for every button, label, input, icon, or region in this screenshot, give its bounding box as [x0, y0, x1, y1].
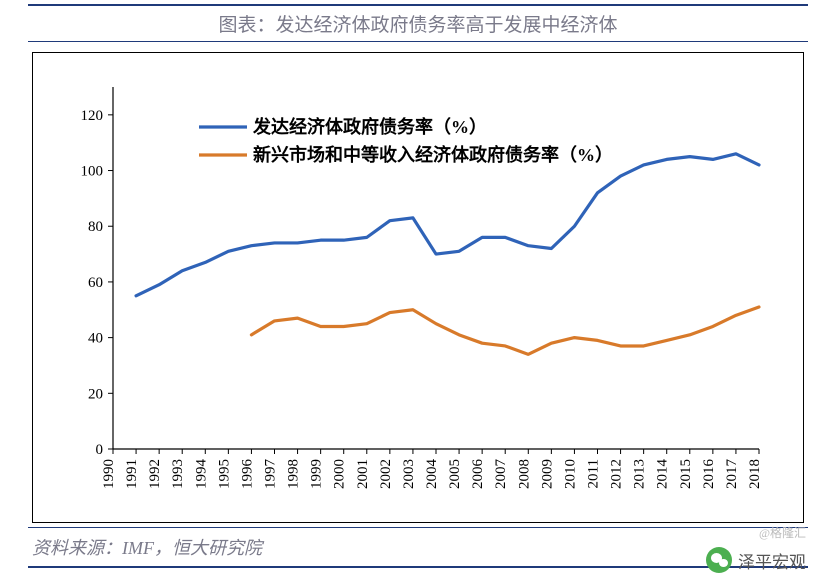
svg-text:2018: 2018	[747, 459, 763, 489]
svg-text:1993: 1993	[170, 459, 186, 489]
svg-text:2005: 2005	[447, 459, 463, 489]
svg-text:100: 100	[81, 164, 104, 180]
svg-text:发达经济体政府债务率（%）: 发达经济体政府债务率（%）	[252, 116, 487, 137]
svg-text:1994: 1994	[193, 459, 209, 490]
svg-text:60: 60	[88, 275, 103, 291]
chart-area: 0 20 40 60 80 100 120 1990 1991 1992 1993 1994 1995 1…	[28, 42, 808, 527]
svg-text:1996: 1996	[239, 459, 255, 490]
source-text: 资料来源：IMF，恒大研究院	[28, 527, 808, 568]
chart-title: 图表：发达经济体政府债务率高于发展中经济体	[28, 4, 808, 42]
svg-text:1995: 1995	[216, 459, 232, 489]
footer: 泽平宏观	[706, 547, 806, 573]
svg-text:2000: 2000	[332, 459, 348, 489]
svg-text:2012: 2012	[609, 459, 625, 489]
svg-text:1992: 1992	[147, 459, 163, 489]
svg-text:2010: 2010	[562, 459, 578, 489]
svg-text:1990: 1990	[101, 459, 117, 489]
svg-text:2004: 2004	[424, 459, 440, 490]
svg-text:新兴市场和中等收入经济体政府债务率（%）: 新兴市场和中等收入经济体政府债务率（%）	[253, 144, 613, 165]
svg-text:2015: 2015	[678, 459, 694, 489]
svg-text:2006: 2006	[470, 459, 486, 490]
svg-text:1997: 1997	[263, 459, 279, 490]
svg-text:2001: 2001	[355, 459, 371, 489]
svg-text:2016: 2016	[701, 459, 717, 490]
svg-text:1991: 1991	[124, 459, 140, 489]
svg-text:1998: 1998	[286, 459, 302, 489]
svg-text:2008: 2008	[516, 459, 532, 489]
svg-text:2017: 2017	[724, 459, 740, 490]
svg-text:1999: 1999	[309, 459, 325, 489]
svg-text:2002: 2002	[378, 459, 394, 489]
watermark: @格隆汇	[759, 524, 806, 541]
chart-box: 0 20 40 60 80 100 120 1990 1991 1992 1993 1994 1995 1…	[32, 52, 804, 523]
svg-text:2003: 2003	[401, 459, 417, 489]
svg-text:20: 20	[88, 386, 103, 402]
wechat-icon	[706, 547, 732, 573]
svg-text:2011: 2011	[586, 459, 602, 488]
svg-text:40: 40	[88, 331, 103, 347]
svg-text:2013: 2013	[632, 459, 648, 489]
svg-text:80: 80	[88, 219, 103, 235]
svg-text:2007: 2007	[493, 459, 509, 490]
svg-text:120: 120	[81, 108, 104, 124]
svg-text:0: 0	[96, 442, 104, 458]
line-chart-svg: 0 20 40 60 80 100 120 1990 1991 1992 1993 1994 1995 1…	[39, 59, 785, 511]
svg-text:2009: 2009	[539, 459, 555, 489]
footer-account: 泽平宏观	[738, 548, 806, 573]
svg-text:2014: 2014	[655, 459, 671, 490]
